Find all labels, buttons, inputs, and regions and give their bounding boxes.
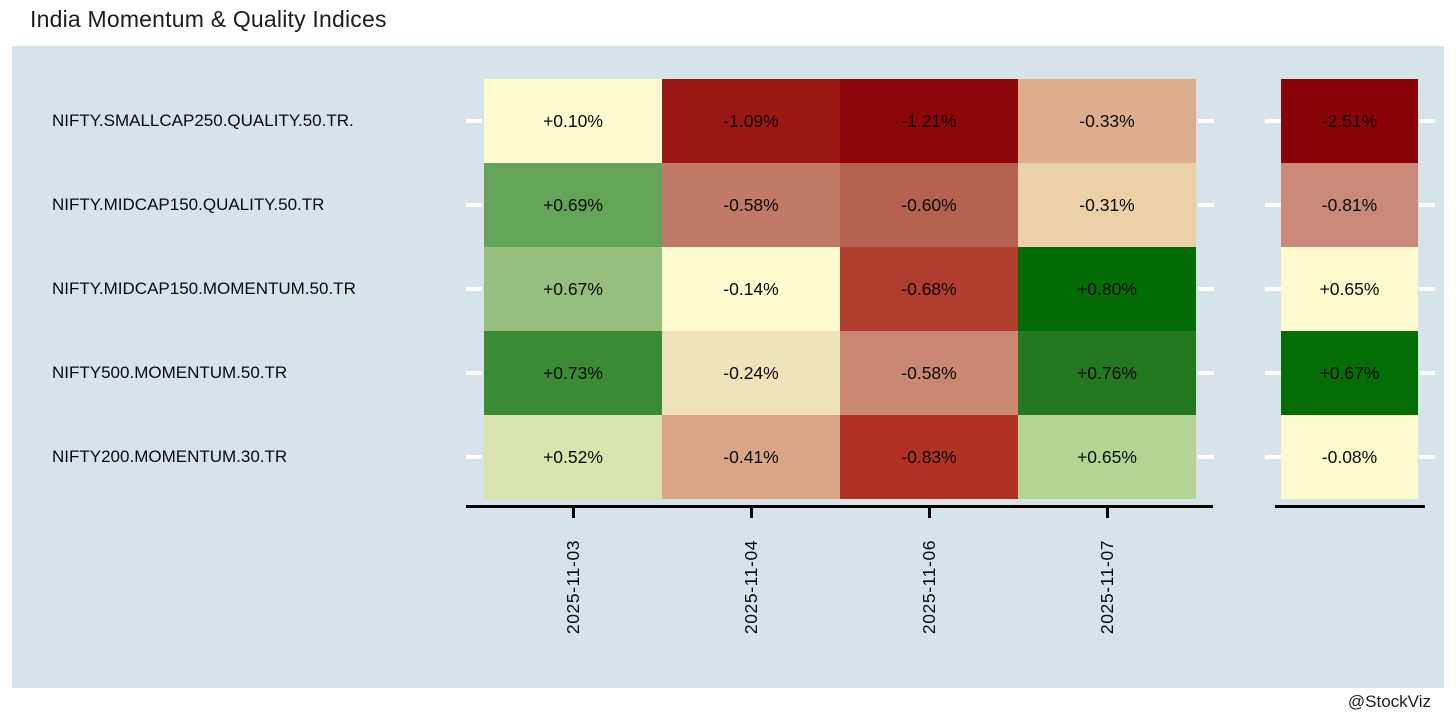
heatmap-cell: +0.76% [1018, 331, 1196, 415]
row-tick [466, 455, 482, 459]
summary-cell: +0.67% [1281, 331, 1418, 415]
row-tick [1198, 371, 1214, 375]
row-label: NIFTY.SMALLCAP250.QUALITY.50.TR. [52, 111, 354, 130]
row-label: NIFTY200.MOMENTUM.30.TR [52, 447, 288, 466]
heatmap-cell: -1.21% [840, 79, 1018, 163]
x-axis-date-label: 2025-11-04 [740, 539, 761, 635]
heatmap-cell: +0.80% [1018, 247, 1196, 331]
heatmap-cell: -0.41% [662, 415, 840, 499]
summary-cell: -2.51% [1281, 79, 1418, 163]
row-tick [1265, 371, 1281, 375]
heatmap-cell: +0.69% [484, 163, 662, 247]
chart-title: India Momentum & Quality Indices [30, 6, 387, 32]
x-axis-date-label: 2025-11-06 [918, 539, 939, 635]
heatmap-cell: +0.52% [484, 415, 662, 499]
heatmap-cell: -0.68% [840, 247, 1018, 331]
row-label: NIFTY.MIDCAP150.MOMENTUM.50.TR [52, 279, 356, 298]
row-label: NIFTY500.MOMENTUM.50.TR [52, 363, 288, 382]
row-tick [1265, 287, 1281, 291]
watermark: @StockViz [1347, 692, 1431, 711]
heatmap-cell: -0.33% [1018, 79, 1196, 163]
heatmap-cell: -1.09% [662, 79, 840, 163]
row-tick [1198, 287, 1214, 291]
row-tick [1198, 119, 1214, 123]
x-axis-tick [1105, 508, 1109, 518]
summary-cell: -0.81% [1281, 163, 1418, 247]
x-axis-date-label: 2025-11-03 [562, 539, 583, 635]
heatmap-cell: +0.67% [484, 247, 662, 331]
heatmap-cell: +0.65% [1018, 415, 1196, 499]
row-tick [466, 287, 482, 291]
x-axis-summary [1275, 505, 1425, 508]
x-axis-tick [927, 508, 931, 518]
row-tick [1265, 455, 1281, 459]
row-tick [1419, 119, 1435, 123]
row-tick [1198, 203, 1214, 207]
x-axis-date-label: 2025-11-07 [1096, 539, 1117, 635]
row-tick [1198, 455, 1214, 459]
row-tick [1419, 203, 1435, 207]
row-tick [466, 371, 482, 375]
row-tick [466, 119, 482, 123]
row-tick [1265, 119, 1281, 123]
row-tick [1419, 455, 1435, 459]
summary-cell: +0.65% [1281, 247, 1418, 331]
x-axis-tick [571, 508, 575, 518]
heatmap-cell: -0.24% [662, 331, 840, 415]
row-label: NIFTY.MIDCAP150.QUALITY.50.TR [52, 195, 325, 214]
row-tick [466, 203, 482, 207]
heatmap-cell: -0.83% [840, 415, 1018, 499]
summary-cell: -0.08% [1281, 415, 1418, 499]
row-tick [1419, 371, 1435, 375]
heatmap-cell: -0.58% [662, 163, 840, 247]
heatmap-cell: -0.60% [840, 163, 1018, 247]
heatmap-cell: -0.58% [840, 331, 1018, 415]
heatmap-cell: -0.31% [1018, 163, 1196, 247]
heatmap-cell: +0.73% [484, 331, 662, 415]
heatmap-cell: +0.10% [484, 79, 662, 163]
heatmap-cell: -0.14% [662, 247, 840, 331]
row-tick [1265, 203, 1281, 207]
x-axis-main [466, 505, 1213, 508]
x-axis-tick [749, 508, 753, 518]
row-tick [1419, 287, 1435, 291]
